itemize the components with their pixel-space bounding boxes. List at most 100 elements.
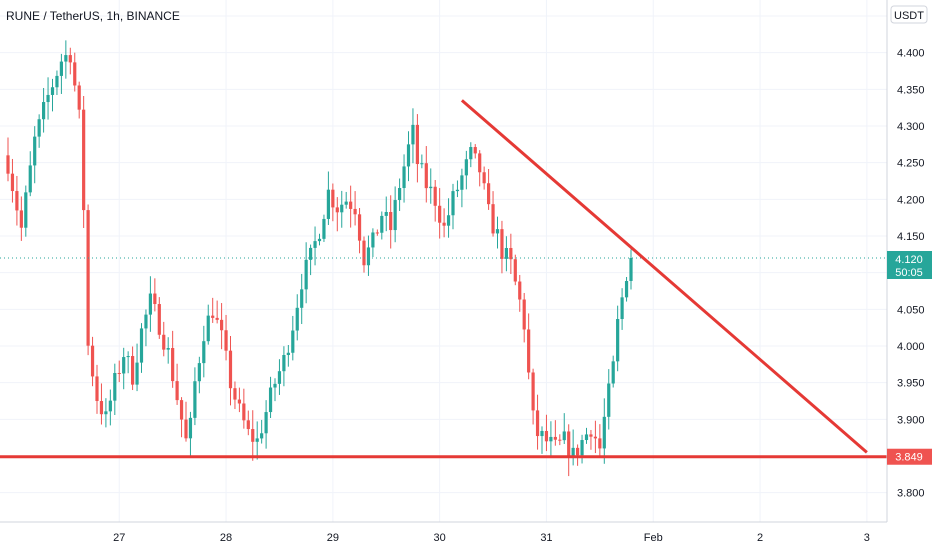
candle xyxy=(295,294,299,341)
candle xyxy=(576,444,580,466)
price-tick-label: 4.300 xyxy=(897,121,925,133)
candle xyxy=(598,424,602,458)
candle xyxy=(291,315,295,361)
candle xyxy=(402,154,406,203)
candle xyxy=(584,427,589,444)
time-axis-ticks: 27 28 29 30 31 Feb 2 3 xyxy=(113,532,870,544)
candle xyxy=(73,52,77,92)
candle xyxy=(607,369,611,430)
last-price-tag: 4.120 50:05 xyxy=(887,251,932,279)
candle xyxy=(589,429,593,450)
time-tick-label: 30 xyxy=(434,532,446,544)
candle xyxy=(527,313,531,380)
candle xyxy=(95,364,99,414)
candle xyxy=(389,195,393,249)
candle xyxy=(251,410,255,461)
candle xyxy=(562,413,566,445)
candle xyxy=(544,414,549,452)
candle xyxy=(300,273,304,325)
candle xyxy=(420,154,424,169)
candle xyxy=(478,150,482,187)
candle xyxy=(629,249,633,290)
last-price-value: 4.120 xyxy=(895,254,923,266)
candle xyxy=(264,400,268,449)
candle xyxy=(215,300,219,324)
candle xyxy=(616,305,620,372)
candle xyxy=(602,398,606,464)
candle xyxy=(246,410,250,436)
candle xyxy=(317,233,322,246)
candle xyxy=(464,150,468,190)
candle xyxy=(242,388,246,429)
candle xyxy=(460,168,464,208)
candle xyxy=(37,114,41,148)
candle xyxy=(175,363,179,405)
candle xyxy=(455,180,460,198)
candle xyxy=(558,434,562,446)
candle xyxy=(438,188,442,239)
price-tick-label: 4.000 xyxy=(897,341,925,353)
candle xyxy=(313,226,317,266)
candle xyxy=(148,276,152,332)
candle xyxy=(495,216,500,249)
candle xyxy=(55,70,59,95)
candle xyxy=(113,363,117,416)
price-tick-label: 4.150 xyxy=(897,231,925,243)
candle xyxy=(384,196,388,232)
candle xyxy=(380,211,384,240)
bar-countdown: 50:05 xyxy=(895,267,923,279)
price-tick-label: 4.400 xyxy=(897,48,925,60)
candle xyxy=(33,126,37,184)
candle xyxy=(108,389,112,426)
candle xyxy=(202,325,206,378)
candle xyxy=(406,131,411,182)
time-tick-label: Feb xyxy=(644,532,663,544)
time-tick-label: 28 xyxy=(220,532,232,544)
candle xyxy=(482,166,486,190)
candle xyxy=(335,197,339,232)
candle xyxy=(371,228,375,258)
candle xyxy=(206,304,210,345)
candle xyxy=(357,207,362,254)
descending-trendline[interactable] xyxy=(460,99,868,454)
candle xyxy=(349,185,353,228)
candle xyxy=(522,292,526,343)
candle xyxy=(340,190,344,228)
candle xyxy=(451,183,455,230)
candle xyxy=(193,367,197,426)
candle xyxy=(99,383,104,425)
candle xyxy=(433,179,437,222)
candle xyxy=(162,321,166,357)
price-tick-label: 3.950 xyxy=(897,378,925,390)
candle xyxy=(273,378,277,402)
candle xyxy=(220,303,224,350)
candle xyxy=(531,368,535,425)
candle xyxy=(286,345,290,367)
currency-badge[interactable] xyxy=(890,5,928,24)
candle xyxy=(567,424,571,477)
candlestick-series xyxy=(6,40,633,477)
candle xyxy=(540,426,544,454)
time-tick-label: 31 xyxy=(540,532,552,544)
candle xyxy=(188,411,193,457)
candle xyxy=(277,359,282,395)
candle xyxy=(473,144,477,159)
candle xyxy=(42,87,46,133)
candle xyxy=(553,420,557,446)
candle xyxy=(393,186,397,243)
candle xyxy=(260,419,264,444)
price-tick-label: 4.250 xyxy=(897,158,925,170)
time-tick-label: 29 xyxy=(327,532,339,544)
candle xyxy=(19,196,23,241)
candle xyxy=(322,214,326,242)
time-axis[interactable] xyxy=(0,522,932,550)
candle xyxy=(624,276,629,302)
candle xyxy=(309,244,313,276)
candle xyxy=(255,421,259,460)
candle xyxy=(166,337,170,364)
candle xyxy=(415,114,419,183)
candle xyxy=(15,175,19,226)
candle xyxy=(197,356,201,394)
candle xyxy=(304,242,308,304)
